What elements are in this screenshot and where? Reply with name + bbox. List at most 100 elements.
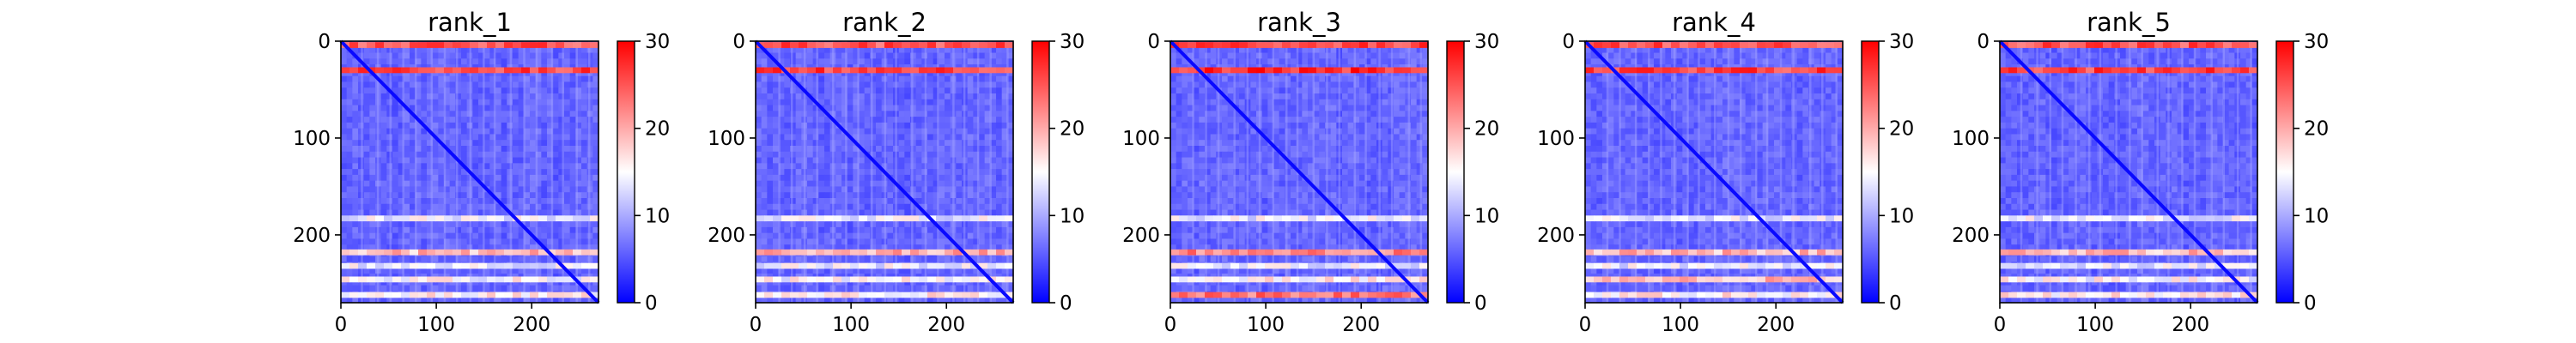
heatmap-cell [927, 46, 934, 54]
heatmap-cell [979, 99, 986, 106]
heatmap-cell [535, 105, 542, 111]
heatmap-cell [530, 75, 537, 83]
heatmap-cell [438, 75, 445, 83]
heatmap-cell [404, 69, 410, 77]
heatmap-cell [558, 244, 565, 251]
heatmap-cell [592, 146, 599, 153]
heatmap-cell [898, 111, 905, 117]
heatmap-stripe [764, 292, 774, 298]
heatmap-cell [967, 111, 974, 117]
heatmap-cell [444, 232, 451, 240]
heatmap-cell [756, 75, 762, 83]
heatmap-cell [984, 87, 991, 94]
heatmap-cell [410, 279, 416, 286]
heatmap-cell [893, 134, 900, 141]
heatmap-cell [461, 268, 468, 274]
heatmap-cell [1273, 52, 1280, 59]
heatmap-cell [415, 186, 422, 193]
heatmap-cell [581, 75, 588, 83]
heatmap-cell [967, 52, 974, 59]
heatmap-cell [466, 122, 473, 129]
heatmap-cell [501, 209, 507, 216]
heatmap-cell [835, 105, 842, 111]
heatmap-cell [501, 58, 507, 65]
heatmap-cell [841, 140, 848, 147]
heatmap-cell [1182, 75, 1188, 83]
heatmap-cell [404, 117, 410, 123]
heatmap-cell [801, 111, 808, 117]
heatmap-cell [444, 99, 451, 106]
heatmap-cell [507, 58, 513, 65]
heatmap-cell [761, 134, 768, 141]
heatmap-stripe [513, 67, 522, 74]
heatmap-cell [530, 192, 537, 199]
heatmap-cell [807, 209, 814, 216]
heatmap-cell [807, 111, 814, 117]
heatmap-cell [790, 69, 797, 77]
heatmap-cell [507, 232, 513, 240]
heatmap-cell [398, 75, 404, 83]
heatmap-cell [581, 146, 588, 153]
heatmap-cell [386, 192, 393, 199]
heatmap-cell [398, 117, 404, 123]
heatmap-cell [547, 111, 554, 117]
heatmap-cell [824, 81, 831, 88]
heatmap-cell [1359, 75, 1366, 83]
heatmap-cell [483, 69, 490, 77]
heatmap-cell [363, 279, 370, 286]
heatmap-cell [824, 256, 831, 263]
heatmap-cell [495, 117, 502, 123]
heatmap-cell [444, 279, 451, 286]
heatmap-cell [466, 69, 473, 77]
heatmap-cell [915, 46, 922, 54]
heatmap-cell [1399, 58, 1406, 65]
heatmap-stripe [910, 42, 920, 48]
heatmap-stripe [807, 262, 817, 269]
heatmap-cell [876, 209, 883, 216]
heatmap-cell [887, 52, 894, 59]
heatmap-cell [829, 163, 836, 170]
heatmap-cell [358, 87, 365, 94]
heatmap-cell [495, 297, 502, 304]
heatmap-cell [910, 69, 917, 77]
heatmap-cell [893, 69, 900, 77]
heatmap-cell [341, 157, 348, 164]
heatmap-stripe [970, 42, 980, 48]
heatmap-cell [962, 58, 969, 65]
heatmap-cell [575, 285, 582, 292]
heatmap-cell [489, 163, 496, 170]
heatmap-cell [404, 192, 410, 199]
heatmap-cell [795, 146, 802, 153]
heatmap-cell [870, 81, 877, 88]
heatmap-cell [581, 151, 588, 159]
heatmap-cell [547, 198, 554, 205]
heatmap-cell [427, 198, 434, 205]
heatmap-cell [455, 69, 462, 77]
heatmap-cell [569, 93, 576, 100]
heatmap-cell [461, 151, 468, 159]
heatmap-cell [761, 256, 768, 263]
heatmap-cell [535, 244, 542, 251]
heatmap-stripe [979, 215, 988, 222]
heatmap-cell [461, 52, 468, 59]
heatmap-cell [898, 69, 905, 77]
heatmap-cell [478, 46, 485, 54]
heatmap-cell [893, 163, 900, 170]
heatmap-cell [859, 151, 866, 159]
heatmap-cell [956, 256, 963, 263]
heatmap-cell [489, 75, 496, 83]
heatmap-cell [967, 226, 974, 234]
heatmap-cell [778, 46, 785, 54]
heatmap-cell [973, 105, 980, 111]
heatmap-cell [898, 151, 905, 159]
heatmap-cell [432, 180, 439, 188]
heatmap-cell [507, 105, 513, 111]
heatmap-cell [898, 232, 905, 240]
heatmap-cell [1001, 75, 1008, 83]
heatmap-cell [478, 203, 485, 211]
heatmap-cell [535, 81, 542, 88]
heatmap-cell [438, 157, 445, 164]
heatmap-cell [398, 279, 404, 286]
heatmap-cell [449, 75, 456, 83]
heatmap-cell [564, 198, 571, 205]
